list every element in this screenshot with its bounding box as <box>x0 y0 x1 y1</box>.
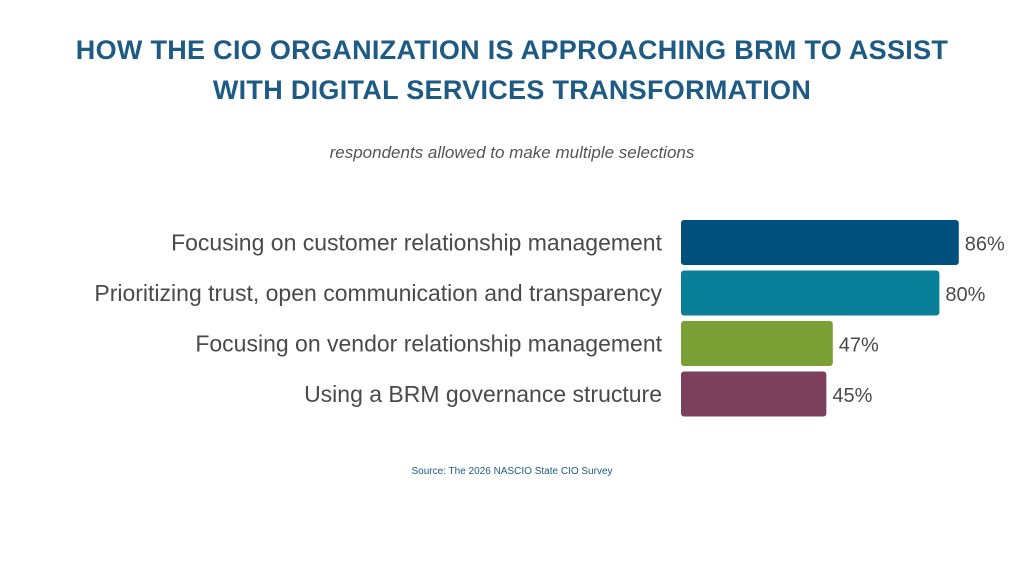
category-label: Using a BRM governance structure <box>304 381 662 407</box>
chart-title: HOW THE CIO ORGANIZATION IS APPROACHING … <box>0 30 1024 110</box>
chart-title-line-1: HOW THE CIO ORGANIZATION IS APPROACHING … <box>75 35 949 65</box>
category-label: Prioritizing trust, open communication a… <box>94 280 662 306</box>
bar <box>681 371 827 417</box>
value-label: 80% <box>945 284 985 306</box>
chart-title-line-2: WITH DIGITAL SERVICES TRANSFORMATION <box>212 75 812 105</box>
bar <box>681 270 940 316</box>
category-label: Focusing on vendor relationship manageme… <box>195 331 662 357</box>
category-label: Focusing on customer relationship manage… <box>171 230 663 256</box>
value-label: 47% <box>839 335 879 357</box>
bar <box>681 321 833 366</box>
bar <box>681 220 959 265</box>
chart-subtitle: respondents allowed to make multiple sel… <box>329 143 695 162</box>
value-label: 45% <box>832 385 872 407</box>
value-label: 86% <box>965 234 1005 256</box>
source-note: Source: The 2026 NASCIO State CIO Survey <box>411 466 613 477</box>
